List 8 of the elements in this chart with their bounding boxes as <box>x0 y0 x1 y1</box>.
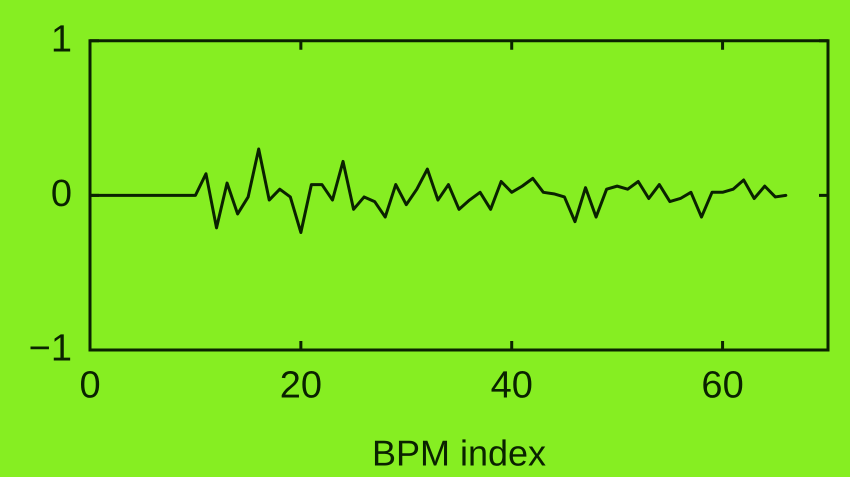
x-tick-label: 60 <box>701 364 744 406</box>
x-tick-label: 40 <box>490 364 533 406</box>
y-tick-label: 0 <box>50 172 72 215</box>
x-axis-title: BPM index <box>372 432 546 474</box>
y-tick-label: 1 <box>50 18 72 60</box>
x-tick-label: 20 <box>280 364 322 406</box>
x-tick-label: 0 <box>79 364 101 406</box>
y-tick-label: −1 <box>28 327 72 370</box>
